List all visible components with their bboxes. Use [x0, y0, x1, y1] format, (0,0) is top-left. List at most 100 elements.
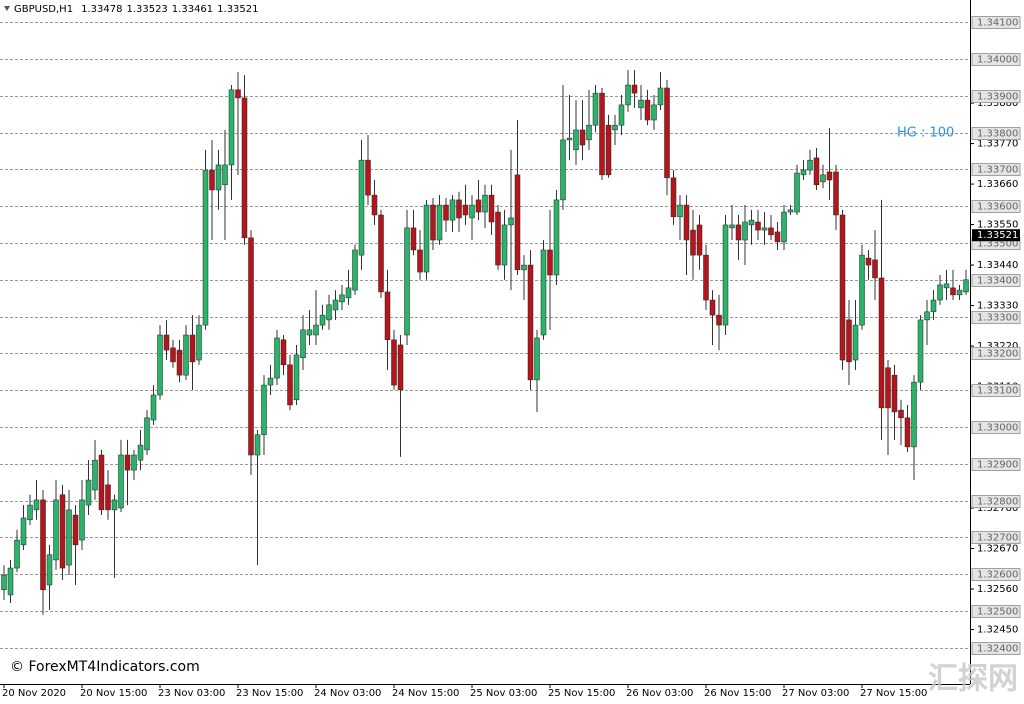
level-label: 1.33100	[977, 386, 1018, 397]
level-label: 1.33400	[977, 276, 1018, 287]
candle-body	[826, 171, 833, 181]
candle-body	[696, 224, 703, 256]
level-box	[971, 347, 1021, 360]
candle-body	[566, 137, 573, 141]
candle-body	[839, 214, 846, 361]
watermark: 汇探网	[928, 662, 1018, 697]
time-axis: 20 Nov 2020 20 Nov 15:00 23 Nov 03:00 23 No…	[2, 684, 927, 699]
level-box	[971, 568, 1021, 581]
y-tick-label: 1.33880	[977, 98, 1018, 109]
candle-body	[391, 339, 397, 386]
candle-body	[404, 227, 410, 336]
candle-body	[1, 574, 7, 591]
level-box	[971, 16, 1021, 29]
candle-body	[501, 224, 508, 266]
candle-body	[891, 374, 898, 413]
annotation: HG : 100	[897, 126, 954, 141]
header-value: 1.33461	[172, 4, 213, 15]
candle-body	[462, 204, 469, 216]
candle-body	[579, 129, 586, 146]
candle-body	[417, 249, 423, 273]
level-box	[971, 384, 1021, 397]
level-box	[971, 531, 1021, 544]
candle-body	[521, 264, 527, 271]
x-tick-label: 26 Nov 03:00	[626, 688, 693, 699]
candle-body	[911, 381, 917, 448]
candle-body	[306, 329, 313, 336]
level-label: 1.33800	[977, 129, 1018, 140]
candle-body	[943, 283, 950, 289]
candle-body	[930, 299, 937, 313]
candle-body	[917, 319, 924, 383]
candle-body	[66, 509, 72, 566]
candle-body	[709, 299, 716, 316]
header-value: 1.33521	[217, 4, 258, 15]
candle-body	[573, 129, 579, 151]
candle-body	[7, 567, 14, 596]
candle-body	[865, 257, 872, 266]
candle-body	[235, 89, 241, 99]
candle-body	[878, 277, 885, 409]
level-label: 1.33900	[977, 92, 1018, 103]
candle-body	[371, 194, 378, 216]
candle-body	[904, 417, 911, 448]
candle-body	[534, 337, 540, 381]
candle-body	[560, 139, 566, 201]
candle-body	[872, 259, 878, 279]
candle-body	[956, 289, 963, 296]
candle-body	[527, 264, 534, 381]
candle-body	[20, 517, 27, 546]
candle-body	[963, 279, 969, 293]
last-price-box	[972, 229, 1020, 242]
x-tick-label: 24 Nov 03:00	[314, 688, 381, 699]
candle-body	[885, 367, 891, 409]
candle-body	[748, 219, 755, 226]
y-tick-label: 1.33220	[977, 341, 1018, 352]
candle-body	[768, 227, 774, 236]
candle-body	[124, 454, 131, 471]
candle-body	[807, 159, 813, 171]
candles	[1, 69, 969, 615]
candle-body	[592, 92, 599, 126]
candle-body	[131, 454, 137, 471]
candle-body	[755, 221, 761, 231]
level-label: 1.34100	[977, 18, 1018, 29]
candle-body	[53, 499, 59, 561]
copyright: © ForexMT4Indicators.com	[10, 659, 200, 675]
candle-body	[657, 87, 664, 106]
candle-body	[729, 224, 735, 229]
x-tick-label: 23 Nov 03:00	[158, 688, 225, 699]
y-tick-label: 1.32560	[977, 584, 1018, 595]
candle-body	[59, 494, 66, 569]
level-label: 1.32900	[977, 460, 1018, 471]
level-box	[971, 495, 1021, 508]
candle-body	[475, 199, 482, 213]
level-label: 1.33300	[977, 313, 1018, 324]
candle-body	[384, 291, 391, 341]
candle-body	[924, 311, 930, 321]
header-value: 1.33478	[81, 4, 122, 15]
candle-body	[937, 284, 943, 301]
candle-body	[508, 217, 514, 226]
candle-body	[612, 124, 618, 131]
candle-body	[813, 157, 820, 186]
candle-body	[742, 221, 748, 241]
candle-body	[378, 214, 384, 293]
candle-body	[14, 539, 20, 569]
candle-body	[761, 227, 768, 231]
y-tick-label: 1.32780	[977, 503, 1018, 514]
candle-body	[339, 294, 345, 303]
level-label: 1.32700	[977, 533, 1018, 544]
candle-body	[287, 364, 293, 406]
level-label: 1.33000	[977, 423, 1018, 434]
last-price-label: 1.33521	[977, 230, 1018, 241]
candle-body	[118, 454, 124, 509]
candle-body	[638, 99, 644, 109]
candle-body	[170, 347, 176, 363]
candle-body	[163, 334, 170, 351]
level-label: 1.33200	[977, 349, 1018, 360]
y-tick-label: 1.33660	[977, 179, 1018, 190]
level-box	[971, 274, 1021, 287]
